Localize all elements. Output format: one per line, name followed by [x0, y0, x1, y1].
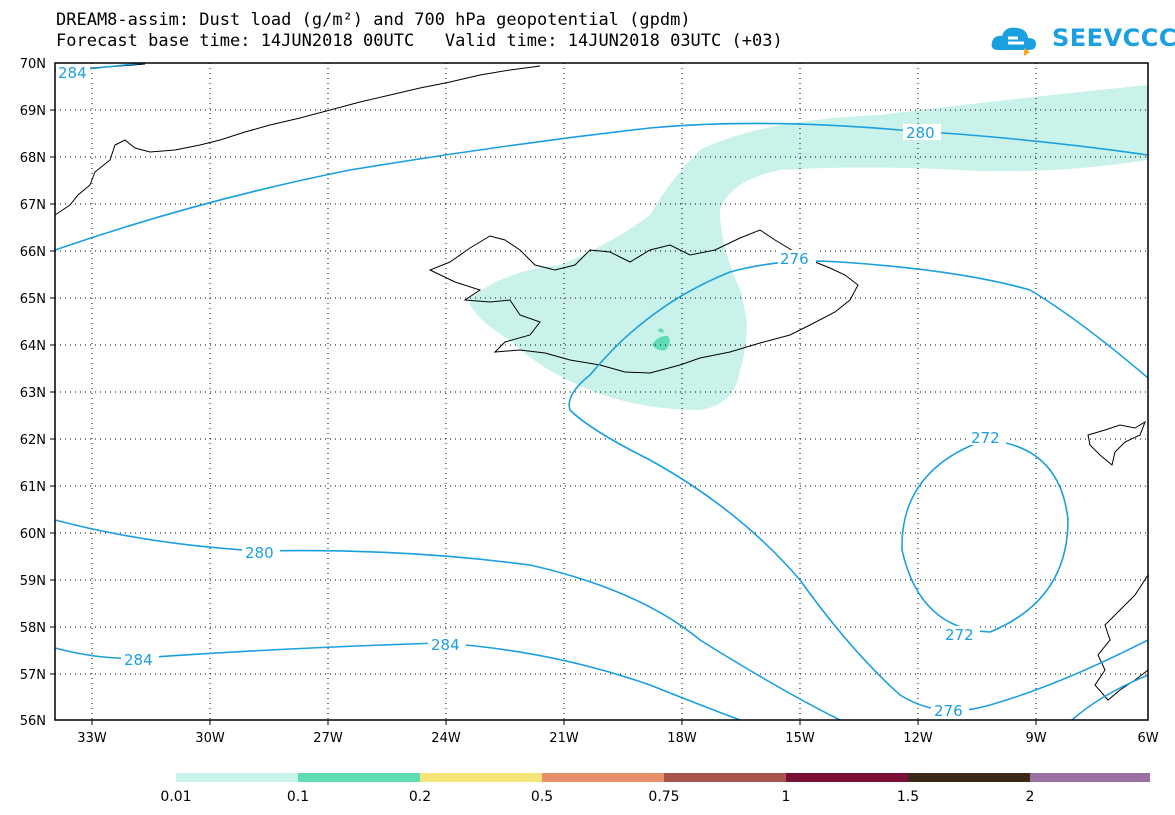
contour-label: 284 [431, 636, 460, 654]
lon-label: 6W [1137, 731, 1158, 746]
contour-label: 276 [780, 250, 809, 268]
legend-swatch [1030, 773, 1150, 782]
legend-swatch [420, 773, 542, 782]
legend-label: 0.2 [409, 789, 431, 805]
lat-label: 57N [20, 668, 46, 683]
lon-label: 18W [667, 731, 697, 746]
contour-280-south [54, 519, 841, 721]
legend-swatch [664, 773, 786, 782]
legend-label: 0.1 [287, 789, 309, 805]
legend-label: 0.01 [160, 789, 191, 805]
contour-label: 280 [906, 124, 935, 142]
legend-swatch [542, 773, 664, 782]
contour-label: 284 [58, 64, 87, 82]
graticule [55, 63, 1148, 720]
no-dust-area [740, 254, 840, 337]
iceland-coast [428, 229, 859, 374]
contour-276 [568, 260, 1149, 411]
lon-label: 33W [77, 731, 107, 746]
lat-label: 56N [20, 714, 46, 729]
map-subtitle: Forecast base time: 14JUN2018 00UTC Vali… [56, 31, 783, 51]
lon-label: 15W [785, 731, 815, 746]
scotland-coast [1094, 574, 1149, 701]
contour-272 [901, 439, 1069, 633]
lat-label: 68N [20, 151, 46, 166]
contour-label: 280 [245, 544, 274, 562]
lat-label: 70N [20, 57, 46, 72]
logo-text: SEEVCCC [1052, 24, 1175, 52]
lon-label: 30W [195, 731, 225, 746]
cloud-logo-icon [991, 27, 1036, 56]
lat-label: 61N [20, 480, 46, 495]
lat-label: 64N [20, 339, 46, 354]
contour-label: 272 [971, 429, 1000, 447]
lon-label: 24W [431, 731, 461, 746]
contour-276-south [569, 409, 1149, 712]
lon-label: 27W [313, 731, 343, 746]
lon-label: 12W [903, 731, 933, 746]
lat-label: 62N [20, 433, 46, 448]
legend-label: 0.5 [531, 789, 553, 805]
contour-label: 276 [934, 702, 963, 720]
lon-label: 21W [549, 731, 579, 746]
dust-spot-0-1 [652, 335, 670, 351]
lat-label: 66N [20, 245, 46, 260]
color-legend: 0.01 0.1 0.2 0.5 0.75 1 1.5 2 [160, 773, 1150, 805]
contour-280-north [54, 122, 1149, 251]
legend-label: 2 [1026, 789, 1035, 805]
legend-label: 1 [782, 789, 791, 805]
lat-label: 69N [20, 104, 46, 119]
dust-load-area [468, 85, 1148, 410]
legend-swatch [176, 773, 298, 782]
contour-labels: 284 280 276 280 272 272 284 284 276 [56, 64, 1006, 720]
contour-label: 272 [945, 626, 974, 644]
dust-spot-0-1-b [658, 328, 664, 333]
legend-label: 1.5 [897, 789, 919, 805]
lat-axis-labels: 70N 69N 68N 67N 66N 65N 64N 63N 62N 61N … [20, 57, 46, 729]
lat-label: 65N [20, 292, 46, 307]
contour-label: 284 [124, 651, 153, 669]
lon-label: 9W [1025, 731, 1046, 746]
legend-swatch [298, 773, 420, 782]
lat-label: 67N [20, 198, 46, 213]
lat-label: 60N [20, 527, 46, 542]
lat-label: 59N [20, 574, 46, 589]
legend-label: 0.75 [648, 789, 679, 805]
legend-swatch [786, 773, 908, 782]
faroe-islands [1087, 420, 1146, 466]
lat-label: 63N [20, 386, 46, 401]
greenland-coast [54, 65, 541, 216]
contour-276-inner [1071, 674, 1149, 721]
lon-axis-labels: 33W 30W 27W 24W 21W 18W 15W 12W 9W 6W [77, 731, 1158, 746]
map-title: DREAM8-assim: Dust load (g/m²) and 700 h… [56, 10, 691, 30]
legend-swatch [908, 773, 1030, 782]
lat-label: 58N [20, 621, 46, 636]
